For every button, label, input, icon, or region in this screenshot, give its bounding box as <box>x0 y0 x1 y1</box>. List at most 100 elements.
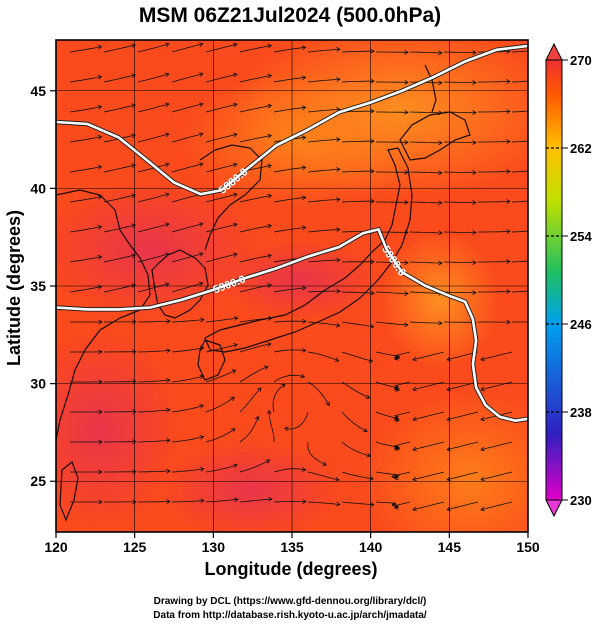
streamline-arrowhead <box>254 415 260 421</box>
streamline <box>307 381 330 406</box>
streamline-arrowhead <box>412 506 417 512</box>
streamline <box>511 230 528 233</box>
colorbar-gradient <box>545 59 563 501</box>
streamline-arrowhead <box>301 75 307 81</box>
streamline <box>103 194 136 203</box>
streamline-arrowhead <box>166 318 171 324</box>
streamline-arrowhead <box>472 50 477 55</box>
streamline-arrowhead <box>480 446 485 452</box>
streamline-arrowhead <box>268 496 273 502</box>
streamline-arrowhead <box>370 259 375 265</box>
streamline <box>341 501 374 506</box>
streamline <box>137 133 170 143</box>
streamline <box>137 193 170 203</box>
streamline-arrowhead <box>438 230 443 236</box>
streamline <box>341 80 375 83</box>
streamline <box>205 396 235 413</box>
streamline-arrowhead <box>199 404 205 409</box>
streamline-arrowhead <box>233 463 238 469</box>
contour-line <box>56 44 528 196</box>
streamline <box>171 436 204 443</box>
streamline-arrowhead <box>393 475 399 481</box>
streamline-arrowhead <box>164 252 170 258</box>
streamline <box>412 351 445 361</box>
streamline-arrowhead <box>284 426 289 432</box>
streamline-arrowhead <box>336 167 341 172</box>
streamline-arrowhead <box>98 439 103 445</box>
streamline-arrowhead <box>370 502 375 507</box>
contour-line <box>56 227 528 423</box>
streamline <box>273 374 305 383</box>
streamline-arrowhead <box>370 198 375 204</box>
streamline-arrowhead <box>412 356 417 362</box>
streamline <box>273 196 306 203</box>
streamline <box>205 73 238 83</box>
streamline <box>409 261 443 264</box>
grid <box>56 40 528 532</box>
streamline-arrowhead <box>131 253 136 259</box>
streamline <box>103 224 136 233</box>
streamline-arrowhead <box>336 227 341 233</box>
x-tick-label: 145 <box>438 539 462 555</box>
streamline-arrowhead <box>438 140 443 146</box>
streamline-arrowhead <box>506 199 511 204</box>
streamline-arrowhead <box>391 473 397 479</box>
colorbar-top-arrow <box>545 42 563 61</box>
streamline <box>511 110 528 113</box>
streamline-arrowhead <box>393 505 399 510</box>
streamline <box>103 164 136 173</box>
streamline <box>171 282 203 293</box>
streamline <box>446 471 479 481</box>
streamline <box>205 163 238 173</box>
streamline-arrowhead <box>370 168 375 174</box>
streamline-arrowhead <box>97 134 103 140</box>
streamline-arrowhead <box>164 102 170 108</box>
streamline-arrowhead <box>233 102 238 108</box>
streamline-arrowhead <box>325 401 330 407</box>
streamline <box>511 80 528 83</box>
streamline-arrowhead <box>322 461 327 466</box>
streamline <box>394 381 411 390</box>
streamline-arrowhead <box>198 281 204 287</box>
streamline-arrowhead <box>132 439 137 445</box>
coastline-sakhalin <box>424 64 437 113</box>
streamline-arrowhead <box>540 258 544 262</box>
streamline-arrowhead <box>233 343 238 348</box>
streamline-arrowhead <box>336 288 341 294</box>
streamline-arrowhead <box>438 110 443 116</box>
streamline <box>409 141 443 144</box>
streamline-arrowhead <box>200 317 205 323</box>
streamline-arrowhead <box>198 102 204 107</box>
streamline <box>171 347 204 353</box>
streamline <box>478 201 511 203</box>
streamline-arrowhead <box>267 103 273 109</box>
streamline-arrowhead <box>506 229 511 234</box>
streamline <box>478 141 511 143</box>
streamline <box>273 287 306 293</box>
streamline-arrowhead <box>199 435 205 440</box>
streamline-arrowhead <box>472 230 477 235</box>
streamline-arrowhead <box>393 386 399 392</box>
streamline <box>137 350 171 353</box>
coastline-hokkaido <box>399 111 471 161</box>
streamline <box>239 75 272 83</box>
streamline-arrowhead <box>301 105 307 111</box>
streamline <box>69 46 102 53</box>
streamline <box>394 501 411 509</box>
streamline <box>205 344 238 353</box>
streamline-arrowhead <box>97 194 103 200</box>
streamline <box>511 260 528 263</box>
streamline-arrowhead <box>363 427 368 433</box>
colorbar-ticks: 230 238 246 254 262 270 <box>546 53 592 508</box>
streamline <box>239 135 272 143</box>
streamline <box>478 81 511 83</box>
colorbar-tick-label: 254 <box>570 229 592 244</box>
streamline <box>307 501 340 505</box>
streamline-arrowhead <box>131 103 136 109</box>
streamline-arrowhead <box>412 416 417 422</box>
streamline <box>511 290 528 293</box>
streamline <box>239 45 272 53</box>
streamline <box>341 471 374 480</box>
streamline-arrowhead <box>506 169 511 174</box>
streamline <box>69 136 102 143</box>
